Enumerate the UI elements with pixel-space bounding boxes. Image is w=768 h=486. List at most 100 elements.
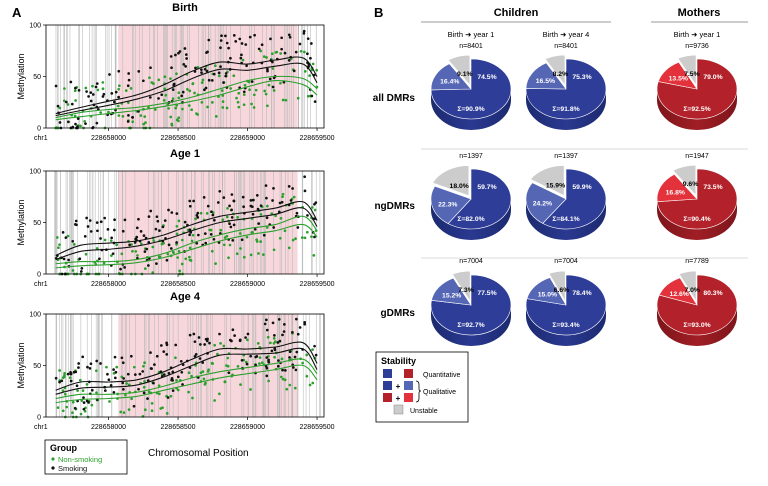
- point-smoking: [273, 347, 277, 351]
- point-nonsmoking: [236, 100, 240, 104]
- point-nonsmoking: [73, 114, 77, 118]
- point-nonsmoking: [271, 67, 275, 70]
- point-smoking: [255, 194, 259, 197]
- point-nonsmoking: [263, 89, 267, 93]
- point-smoking: [155, 215, 159, 219]
- point-nonsmoking: [61, 376, 65, 380]
- point-nonsmoking: [71, 400, 75, 404]
- point-smoking: [91, 93, 95, 96]
- group-legend: Group Non-smoking Smoking: [44, 439, 128, 475]
- point-nonsmoking: [68, 376, 72, 380]
- point-smoking: [249, 199, 253, 202]
- point-smoking: [291, 330, 294, 334]
- point-smoking: [67, 120, 70, 124]
- point-nonsmoking: [310, 206, 314, 209]
- point-smoking: [276, 364, 280, 368]
- pie-chart: n=7004 77.5% 15.2%7.3% Σ=92.7%: [430, 258, 512, 346]
- point-smoking: [287, 185, 291, 188]
- pie-value-label: 7.0%: [684, 287, 700, 294]
- pie-sum-label: Σ=93.4%: [552, 322, 579, 329]
- methylation-plot-1: Birth 0 50 100 Methylation chr1 228658000 22865…: [16, 2, 335, 142]
- point-smoking: [80, 267, 84, 270]
- pie-n-label: n=9736: [685, 43, 709, 50]
- point-smoking: [69, 379, 73, 383]
- point-nonsmoking: [204, 381, 207, 385]
- point-nonsmoking: [163, 87, 166, 91]
- point-nonsmoking: [225, 106, 229, 110]
- pie-value-label: 79.0%: [703, 74, 722, 81]
- point-smoking: [106, 372, 109, 376]
- pie-value-label: 16.4%: [440, 79, 459, 86]
- point-nonsmoking: [265, 226, 269, 229]
- x-tick-label: 228658500: [161, 424, 196, 431]
- point-nonsmoking: [157, 384, 161, 388]
- point-nonsmoking: [171, 97, 175, 101]
- point-nonsmoking: [76, 389, 79, 392]
- point-smoking: [309, 56, 312, 60]
- point-nonsmoking: [191, 82, 195, 86]
- point-nonsmoking: [214, 262, 217, 265]
- point-smoking: [280, 200, 284, 204]
- row-label-all-dmrs: all DMRs: [373, 93, 416, 104]
- point-smoking: [193, 340, 197, 344]
- point-smoking: [62, 257, 66, 261]
- trend-line-nonsmoking-2: [55, 223, 318, 269]
- point-nonsmoking: [170, 123, 174, 127]
- trend-line-smoking-2: [55, 207, 318, 261]
- point-nonsmoking: [278, 236, 282, 240]
- point-nonsmoking: [150, 409, 154, 413]
- data-points: [54, 175, 318, 276]
- point-smoking: [240, 53, 243, 57]
- trend-line-nonsmoking-2: [55, 80, 318, 121]
- pie-value-label: 15.9%: [546, 183, 565, 190]
- point-nonsmoking: [216, 352, 219, 356]
- point-smoking: [54, 84, 58, 88]
- x-tick-label: 228658500: [161, 135, 196, 142]
- point-smoking: [228, 204, 231, 208]
- row-label-ngdmrs: ngDMRs: [374, 201, 415, 212]
- point-nonsmoking: [287, 246, 291, 250]
- point-nonsmoking: [63, 392, 67, 396]
- point-smoking: [289, 199, 293, 202]
- point-nonsmoking: [190, 108, 194, 112]
- point-smoking: [77, 366, 80, 369]
- point-smoking: [224, 74, 228, 78]
- swatch-quant-red: [404, 369, 413, 378]
- point-nonsmoking: [246, 338, 249, 342]
- point-nonsmoking: [115, 365, 119, 369]
- pie-chart: n=7004 78.4% 15.0%6.6% Σ=93.4%: [525, 258, 607, 346]
- point-smoking: [153, 363, 156, 366]
- point-smoking: [117, 95, 120, 99]
- point-nonsmoking: [308, 383, 312, 387]
- point-nonsmoking: [90, 403, 94, 407]
- pie-value-label: 59.7%: [477, 184, 496, 191]
- point-smoking: [61, 230, 65, 234]
- point-nonsmoking: [131, 120, 135, 124]
- point-nonsmoking: [262, 55, 266, 59]
- point-nonsmoking: [175, 379, 178, 382]
- pie-chart: n=7789 80.3% 12.6%7.0% Σ=93.0%: [656, 258, 738, 346]
- point-nonsmoking: [174, 106, 178, 110]
- point-smoking: [127, 72, 131, 75]
- point-nonsmoking: [105, 365, 108, 369]
- legend-label-unstable: Unstable: [410, 408, 438, 415]
- point-nonsmoking: [259, 240, 262, 243]
- point-nonsmoking: [191, 396, 194, 400]
- point-smoking: [195, 241, 199, 245]
- point-nonsmoking: [62, 99, 66, 103]
- pie-slice-unstable: [447, 54, 471, 86]
- point-nonsmoking: [118, 84, 121, 88]
- point-nonsmoking: [210, 249, 214, 253]
- point-smoking: [216, 201, 220, 204]
- pie-slice-unstable: [677, 54, 697, 87]
- pie-slice-unstable: [529, 165, 565, 196]
- point-nonsmoking: [196, 113, 199, 116]
- pie-side: [657, 305, 737, 346]
- point-smoking: [58, 380, 61, 384]
- trend-line-smoking: [55, 341, 318, 391]
- point-smoking: [74, 86, 77, 90]
- point-smoking: [126, 84, 130, 88]
- point-nonsmoking: [254, 88, 258, 92]
- point-smoking: [207, 78, 211, 82]
- point-smoking: [108, 73, 111, 76]
